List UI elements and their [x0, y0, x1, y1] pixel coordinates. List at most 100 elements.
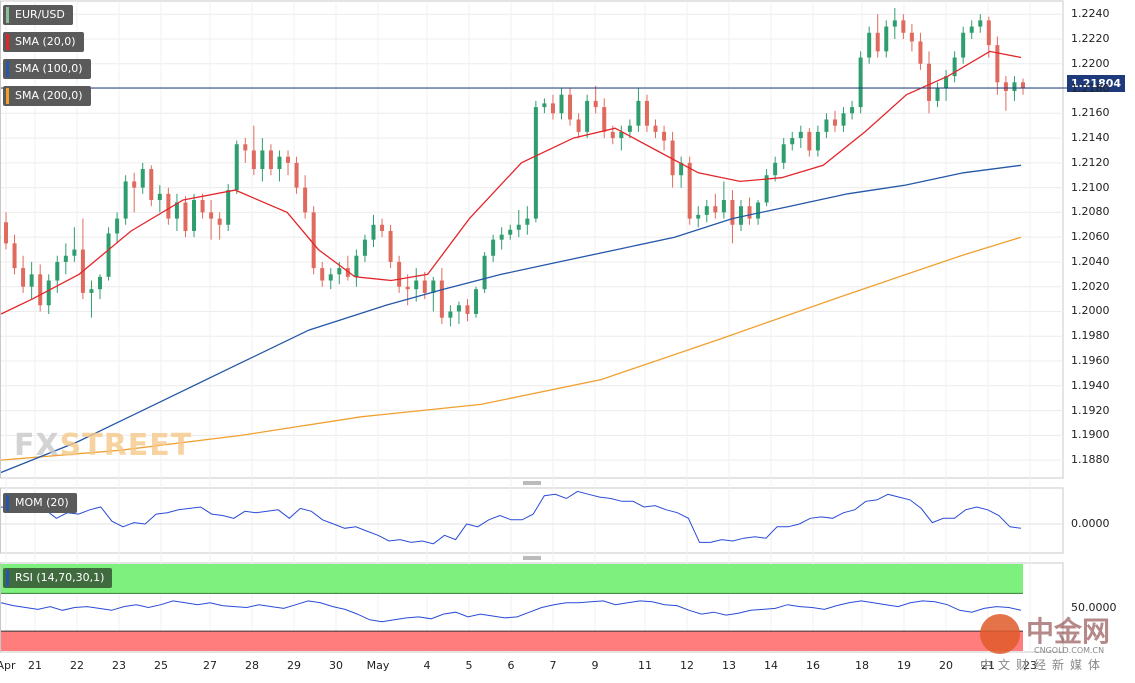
candle-body: [192, 200, 197, 231]
candle-body: [89, 289, 94, 293]
y-tick-label: 1.2220: [1071, 31, 1110, 45]
x-tick-label: 5: [465, 659, 473, 672]
candle-body: [354, 255, 359, 277]
y-tick-label: 1.2160: [1071, 106, 1110, 120]
candle-body: [448, 311, 453, 318]
candle-body: [841, 113, 846, 126]
candle-body: [721, 200, 726, 213]
candle-body: [260, 150, 265, 170]
candle-body: [414, 280, 419, 290]
candle-body: [662, 131, 667, 141]
candle-body: [123, 181, 128, 219]
candle-body: [397, 261, 402, 287]
y-tick-label: 1.2060: [1071, 230, 1110, 244]
last-price-label: 1.21804: [1067, 75, 1125, 92]
candle-body: [730, 200, 735, 225]
legend-symbol[interactable]: EUR/USD: [3, 5, 73, 25]
candle-body: [380, 224, 385, 231]
candle-body: [952, 57, 957, 77]
legend-rsi-label: RSI (14,70,30,1): [15, 571, 105, 584]
x-tick-label: 20: [939, 659, 953, 672]
y-tick-label: 1.2020: [1071, 279, 1110, 293]
candle-body: [713, 206, 718, 213]
x-tick-label: 30: [329, 659, 343, 672]
x-tick-label: 14: [764, 659, 778, 672]
candle-body: [320, 268, 325, 281]
legend-sma20[interactable]: SMA (20,0): [3, 32, 84, 52]
candle-body: [98, 276, 103, 290]
legend-sma200[interactable]: SMA (200,0): [3, 86, 91, 106]
mom-zero-label: 0.0000: [1071, 517, 1110, 530]
x-tick-label: 21: [28, 659, 42, 672]
legend-sma200-label: SMA (200,0): [15, 89, 83, 102]
candle-body: [687, 162, 692, 219]
candle-body: [559, 94, 564, 114]
x-tick-label: 27: [203, 659, 217, 672]
candle-body: [781, 144, 786, 163]
candle-body: [209, 212, 214, 219]
candle-body: [901, 20, 906, 33]
candle-body: [371, 224, 376, 240]
x-tick-label: 29: [287, 659, 301, 672]
candle-body: [174, 202, 179, 219]
candle-body: [969, 26, 974, 33]
cngold-logo: 中金网 CNGOLD.COM.CN 中文财经新媒体: [980, 610, 1130, 676]
legend-rsi[interactable]: RSI (14,70,30,1): [3, 568, 113, 588]
legend-mom[interactable]: MOM (20): [3, 493, 77, 513]
candle-body: [217, 218, 222, 225]
candle-body: [807, 131, 812, 151]
y-tick-label: 1.1960: [1071, 354, 1110, 368]
candle-body: [311, 212, 316, 269]
candle-body: [337, 268, 342, 275]
candle-body: [29, 274, 34, 287]
candle-body: [21, 268, 26, 287]
candle-body: [576, 119, 581, 132]
candle-body: [200, 200, 205, 213]
x-tick-label: Apr: [0, 659, 16, 672]
x-tick-label: 12: [680, 659, 694, 672]
candle-body: [585, 100, 590, 132]
candle-body: [226, 190, 231, 225]
candle-body: [166, 193, 171, 219]
candle-body: [115, 218, 120, 234]
candle-body: [935, 88, 940, 101]
candle-body: [525, 218, 530, 225]
candle-body: [149, 169, 154, 201]
candle-body: [474, 289, 479, 314]
cngold-logo-mark: 中金网: [1026, 615, 1111, 648]
x-tick-label: 21: [981, 659, 995, 672]
candle-body: [850, 107, 855, 114]
candle-body: [884, 26, 889, 52]
legend-rsi-swatch: [6, 570, 9, 586]
candle-body: [277, 156, 282, 170]
sma100-line: [0, 164, 1022, 474]
main-panel: [0, 0, 1064, 479]
legend-sma100[interactable]: SMA (100,0): [3, 59, 91, 79]
candle-body: [892, 20, 897, 27]
legend-sma200-swatch: [6, 88, 9, 104]
candle-body: [491, 239, 496, 256]
candle-body: [465, 305, 470, 314]
candle-body: [499, 234, 504, 240]
candle-body: [439, 280, 444, 318]
candle-body: [602, 107, 607, 132]
candle-body: [303, 187, 308, 213]
candle-body: [157, 193, 162, 201]
candle-body: [46, 280, 51, 306]
candle-body: [986, 20, 991, 46]
candle-body: [508, 229, 513, 235]
candle-body: [243, 144, 248, 151]
candle-body: [328, 274, 333, 281]
mom-panel: [0, 487, 1064, 554]
cngold-logo-icon: [980, 614, 1020, 654]
candle-body: [679, 162, 684, 176]
y-tick-label: 1.2240: [1071, 7, 1110, 21]
candle-body: [747, 206, 752, 219]
candle-body: [12, 243, 17, 269]
y-tick-label: 1.1980: [1071, 329, 1110, 343]
x-tick-label: May: [366, 659, 390, 672]
candle-body: [644, 100, 649, 126]
candle-body: [832, 119, 837, 126]
